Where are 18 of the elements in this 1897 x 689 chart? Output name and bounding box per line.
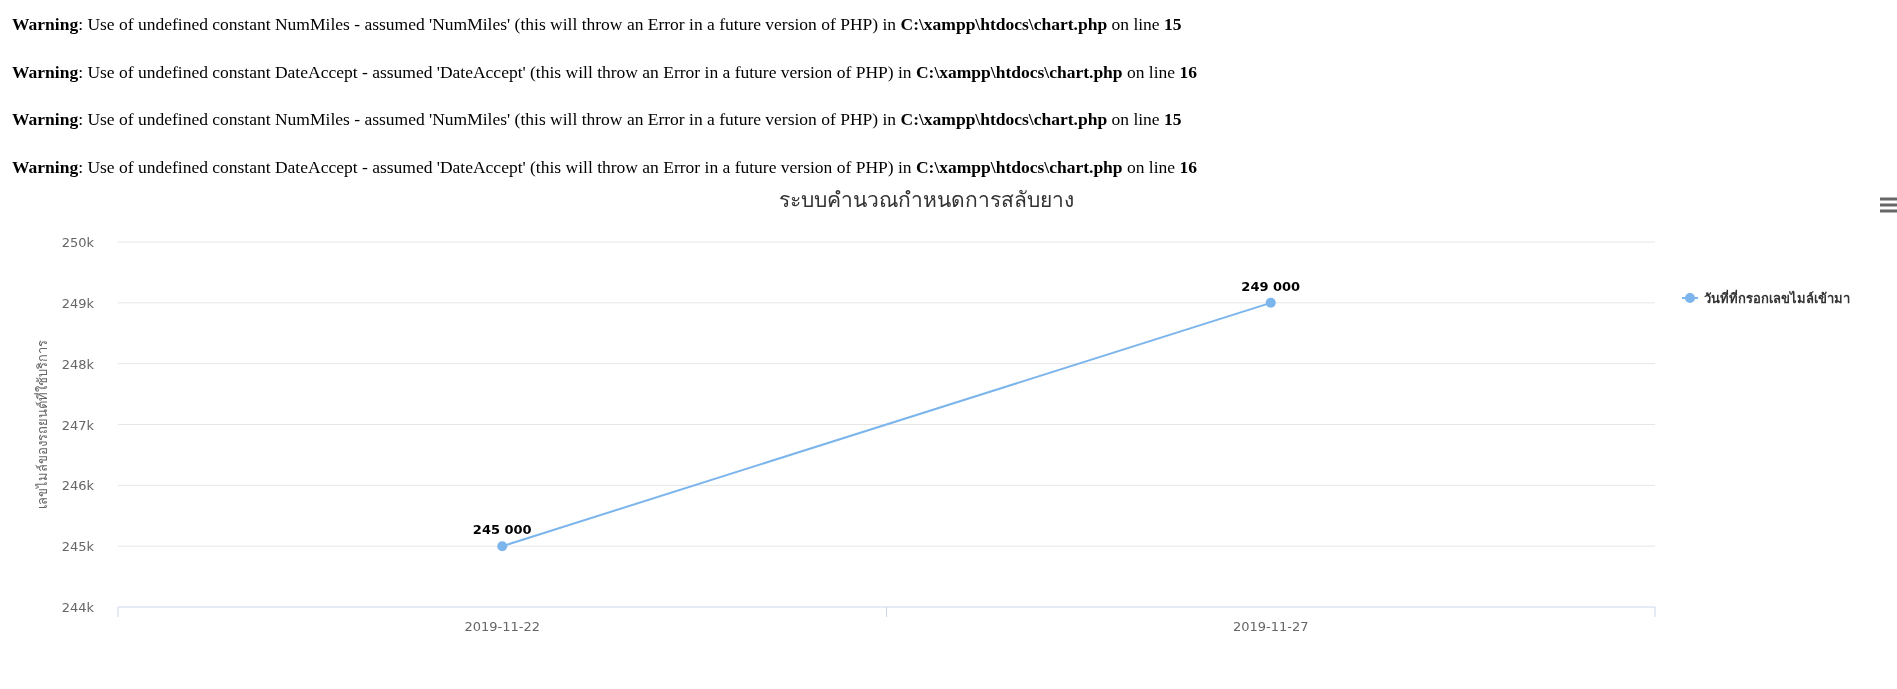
y-tick-label: 250k bbox=[61, 235, 95, 250]
data-label: 245 000 bbox=[472, 522, 532, 538]
text: Warning: Use of undefined constant DateAccept - assumed 'DateAccept' (this will throw an Error in a future version of PHP) in C:\xampp\htdocs\chart.php on line 16 bbox=[12, 61, 1198, 82]
text: Warning: Use of undefined constant NumMiles - assumed 'NumMiles' (this will throw an Error in a future version of PHP) in C:\xampp\htdocs\chart.php on line 15 bbox=[12, 109, 1182, 129]
legend-label: วันที่ที่กรอกเลขไมล์เข้ามา bbox=[1704, 289, 1850, 306]
y-tick-label: 247k bbox=[61, 417, 95, 433]
y-tick-label: 244k bbox=[61, 600, 95, 615]
chart-title: ระบบคำนวณกำหนดการสลับยาง bbox=[779, 188, 1074, 212]
y-tick-label: 249k bbox=[61, 295, 95, 311]
x-tick-label: 2019-11-22 bbox=[464, 619, 541, 634]
y-tick-label: 246k bbox=[61, 478, 95, 494]
x-tick-label: 2019-11-27 bbox=[1232, 619, 1309, 634]
y-axis-title: เลขไมล์ของรถยนต์ที่ใช้บริการ bbox=[34, 340, 50, 509]
y-tick-label: 248k bbox=[61, 356, 95, 372]
data-label: 249 000 bbox=[1241, 278, 1301, 294]
text: Warning: Use of undefined constant NumMiles - assumed 'NumMiles' (this will throw an Error in a future version of PHP) in C:\xampp\htdocs\chart.php on line 15 bbox=[12, 14, 1182, 34]
y-tick-label: 245k bbox=[61, 539, 95, 555]
text: Warning: Use of undefined constant DateAccept - assumed 'DateAccept' (this will throw an Error in a future version of PHP) in C:\xampp\htdocs\chart.php on line 16 bbox=[12, 156, 1198, 177]
